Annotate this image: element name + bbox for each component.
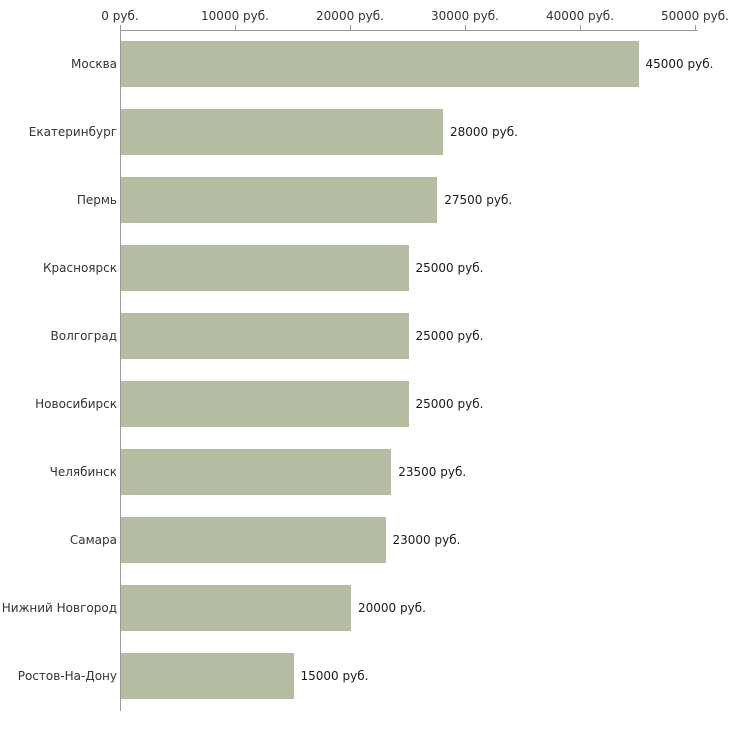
value-label: 45000 руб. xyxy=(645,57,714,71)
x-tick-label: 50000 руб. xyxy=(661,9,729,23)
bar xyxy=(121,449,392,495)
bar-row: Москва 45000 руб. xyxy=(0,30,730,98)
category-label: Москва xyxy=(71,57,117,71)
bar-row: Нижний Новгород 20000 руб. xyxy=(0,574,730,642)
bar xyxy=(121,177,438,223)
category-label: Красноярск xyxy=(43,261,117,275)
bar xyxy=(121,109,443,155)
x-tick-label: 20000 руб. xyxy=(316,9,384,23)
y-axis-line xyxy=(120,30,121,711)
category-label: Нижний Новгород xyxy=(1,601,117,615)
bar xyxy=(121,313,409,359)
value-label: 25000 руб. xyxy=(415,261,484,275)
category-label: Екатеринбург xyxy=(28,125,117,139)
x-tick-label: 0 руб. xyxy=(101,9,139,23)
value-label: 25000 руб. xyxy=(415,329,484,343)
bar-row: Новосибирск 25000 руб. xyxy=(0,370,730,438)
category-label: Челябинск xyxy=(49,465,117,479)
bar xyxy=(121,585,351,631)
bar xyxy=(121,381,409,427)
x-tick-mark xyxy=(465,25,466,30)
bar xyxy=(121,245,409,291)
x-tick-label: 40000 руб. xyxy=(546,9,614,23)
value-label: 27500 руб. xyxy=(444,193,513,207)
category-label: Новосибирск xyxy=(35,397,117,411)
bar-row: Красноярск 25000 руб. xyxy=(0,234,730,302)
bar xyxy=(121,517,386,563)
bar-row: Екатеринбург 28000 руб. xyxy=(0,98,730,166)
value-label: 28000 руб. xyxy=(450,125,518,139)
bar xyxy=(121,41,639,87)
x-tick-mark xyxy=(235,25,236,30)
value-label: 23500 руб. xyxy=(398,465,467,479)
x-tick-mark xyxy=(695,25,696,30)
x-tick-mark xyxy=(120,25,121,30)
bar-row: Пермь 27500 руб. xyxy=(0,166,730,234)
bar-row: Ростов-На-Дону 15000 руб. xyxy=(0,642,730,710)
x-tick-label: 30000 руб. xyxy=(431,9,499,23)
x-axis-line xyxy=(120,30,698,31)
bar-row: Челябинск 23500 руб. xyxy=(0,438,730,506)
x-tick-mark xyxy=(350,25,351,30)
bar xyxy=(121,653,294,699)
value-label: 25000 руб. xyxy=(415,397,484,411)
value-label: 23000 руб. xyxy=(392,533,461,547)
category-label: Волгоград xyxy=(50,329,117,343)
value-label: 15000 руб. xyxy=(300,669,369,683)
bar-row: Самара 23000 руб. xyxy=(0,506,730,574)
x-tick-label: 10000 руб. xyxy=(201,9,269,23)
category-label: Пермь xyxy=(76,193,117,207)
bar-row: Волгоград 25000 руб. xyxy=(0,302,730,370)
category-label: Ростов-На-Дону xyxy=(17,669,117,683)
x-tick-mark xyxy=(580,25,581,30)
category-label: Самара xyxy=(69,533,117,547)
value-label: 20000 руб. xyxy=(358,601,426,615)
